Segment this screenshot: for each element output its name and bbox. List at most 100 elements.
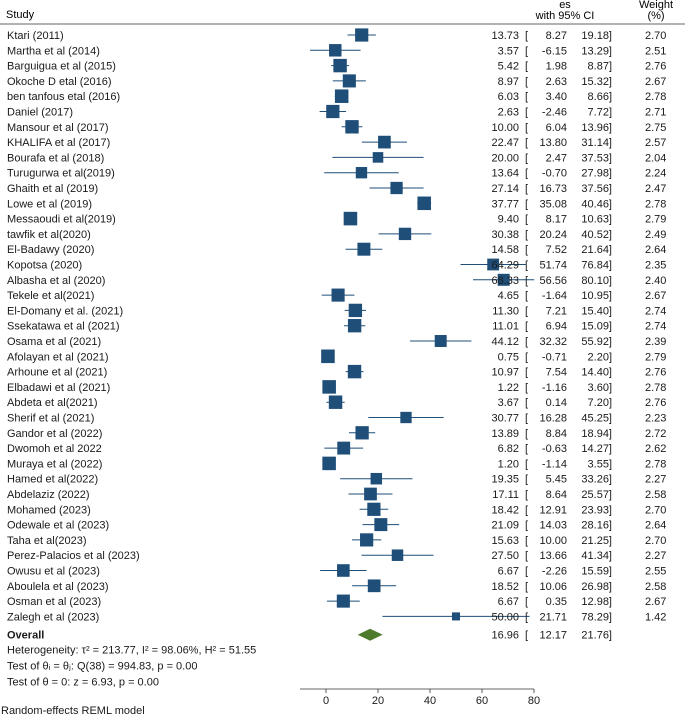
study-name: El-Badawy (2020) xyxy=(7,244,94,256)
effect-marker xyxy=(398,227,412,241)
effect-marker xyxy=(336,594,350,608)
study-ci-open: [ xyxy=(525,413,528,425)
study-weight: 2.04 xyxy=(645,152,666,164)
study-es-value: 11.01 xyxy=(492,321,519,333)
study-ci-lower: 7.52 xyxy=(546,244,567,256)
study-ci-lower: 13.80 xyxy=(539,137,567,149)
study-row: Osman et al (2023) 6.67 [0.35 12.98] 2.67 xyxy=(7,594,666,608)
study-ci-lower: 8.84 xyxy=(546,428,567,440)
study-ci-open: [ xyxy=(525,214,528,226)
study-ci-open: [ xyxy=(525,30,528,42)
x-tick-label: 60 xyxy=(476,695,488,707)
study-ci-open: [ xyxy=(525,382,528,394)
study-name: Ssekatawa et al (2021) xyxy=(7,321,120,333)
study-name: Barguigua et al (2015) xyxy=(7,61,116,73)
study-ci-open: [ xyxy=(525,122,528,134)
study-ci-upper: 80.10] xyxy=(581,275,612,287)
study-ci-upper: 78.29] xyxy=(581,611,612,623)
study-weight: 2.62 xyxy=(645,443,666,455)
test-zero: Test of θ = 0: z = 6.93, p = 0.00 xyxy=(7,677,159,689)
x-axis: 0 20 40 60 80 Random-effects REML model xyxy=(1,688,540,717)
study-ci-upper: 37.53] xyxy=(581,152,612,164)
study-name: tawfik et al(2020) xyxy=(7,229,91,241)
study-ci-upper: 76.84] xyxy=(581,260,612,272)
study-row: KHALIFA et al (2017) 22.47 [13.80 31.14] 2.5… xyxy=(7,135,666,149)
study-es-value: 2.63 xyxy=(498,107,519,119)
study-weight: 2.70 xyxy=(645,535,666,547)
study-weight: 2.39 xyxy=(645,336,666,348)
study-ci-lower: 10.00 xyxy=(539,535,567,547)
study-name: Sherif et al (2021) xyxy=(7,413,94,425)
study-es-value: 17.11 xyxy=(492,489,519,501)
study-ci-lower: -0.71 xyxy=(542,351,567,363)
study-ci-lower: 56.56 xyxy=(539,275,567,287)
study-es-value: 27.14 xyxy=(491,183,519,195)
study-ci-open: [ xyxy=(525,458,528,470)
study-es-value: 18.42 xyxy=(491,504,519,516)
effect-marker xyxy=(337,564,350,577)
study-ci-open: [ xyxy=(525,336,528,348)
study-name: Mansour et al (2017) xyxy=(7,122,109,134)
study-row: Barguigua et al (2015) 5.42 [1.98 8.87] 2.76 xyxy=(7,58,666,73)
study-name: Gandor et al (2022) xyxy=(7,428,102,440)
effect-marker xyxy=(355,28,369,42)
study-ci-lower: 7.54 xyxy=(546,367,567,379)
study-ci-open: [ xyxy=(525,45,528,57)
study-ci-upper: 15.40] xyxy=(581,305,612,317)
study-ci-open: [ xyxy=(525,550,528,562)
study-row: Abdeta et al(2021) 3.67 [0.14 7.20] 2.76 xyxy=(7,395,666,409)
overall-diamond xyxy=(357,628,383,641)
study-weight: 2.58 xyxy=(645,581,666,593)
study-ci-lower: 8.17 xyxy=(546,214,567,226)
study-row: Owusu et al (2023) 6.67 [-2.26 15.59] 2.55 xyxy=(7,564,666,578)
study-name: Hamed et al(2022) xyxy=(7,474,98,486)
x-tick-label: 20 xyxy=(372,695,384,707)
effect-marker xyxy=(390,181,403,195)
study-ci-upper: 13.29] xyxy=(581,45,612,57)
study-name: Daniel (2017) xyxy=(7,107,73,119)
study-es-value: 64.29 xyxy=(491,260,519,272)
study-name: Elbadawi et al (2021) xyxy=(7,382,110,394)
study-weight: 2.27 xyxy=(645,550,666,562)
study-ci-lower: 3.40 xyxy=(546,91,567,103)
study-es-value: 68.33 xyxy=(491,275,519,287)
study-ci-lower: 5.45 xyxy=(546,474,567,486)
study-name: Abdeta et al(2021) xyxy=(7,397,98,409)
effect-marker xyxy=(328,395,343,409)
study-ci-lower: 21.71 xyxy=(539,611,567,623)
study-ci-upper: 37.56] xyxy=(581,183,612,195)
study-ci-lower: -1.16 xyxy=(542,382,567,394)
study-ci-upper: 41.34] xyxy=(581,550,612,562)
study-ci-lower: 0.35 xyxy=(546,596,567,608)
study-es-value: 30.77 xyxy=(491,413,519,425)
study-ci-upper: 31.14] xyxy=(581,137,612,149)
study-ci-lower: 10.06 xyxy=(539,581,567,593)
study-ci-upper: 26.98] xyxy=(581,581,612,593)
study-ci-open: [ xyxy=(525,351,528,363)
study-ci-upper: 8.66] xyxy=(588,91,612,103)
study-es-value: 8.97 xyxy=(498,76,519,88)
effect-marker xyxy=(360,533,374,547)
study-ci-upper: 33.26] xyxy=(581,474,612,486)
study-ci-upper: 28.16] xyxy=(581,520,612,532)
study-ci-upper: 18.94] xyxy=(581,428,612,440)
study-weight: 2.76 xyxy=(645,397,666,409)
study-ci-lower: -6.15 xyxy=(542,45,567,57)
study-row: Ghaith et al (2019) 27.14 [16.73 37.56] 2.47 xyxy=(7,181,666,195)
summary-section: Overall 16.96 [12.17 21.76] Heterogeneity: τ… xyxy=(7,628,612,689)
study-name: Turugurwa et al(2019) xyxy=(7,168,115,180)
study-row: Sherif et al (2021) 30.77 [16.28 45.25] 2.23 xyxy=(7,411,666,425)
overall-es-value: 16.96 xyxy=(491,630,519,642)
study-ci-lower: -2.46 xyxy=(542,107,567,119)
study-ci-upper: 13.96] xyxy=(581,122,612,134)
effect-marker xyxy=(357,242,371,256)
study-row: Martha et al (2014) 3.57 [-6.15 13.29] 2.51 xyxy=(7,44,666,57)
effect-marker xyxy=(391,549,404,561)
study-row: Elbadawi et al (2021) 1.22 [-1.16 3.60] 2.78 xyxy=(7,380,666,394)
study-ci-open: [ xyxy=(525,152,528,164)
study-name: Aboulela et al (2023) xyxy=(7,581,109,593)
study-es-value: 30.38 xyxy=(491,229,519,241)
header-study: Study xyxy=(6,9,35,21)
effect-marker xyxy=(487,258,500,271)
study-row: Osama et al (2021) 44.12 [32.32 55.92] 2.39 xyxy=(7,335,666,348)
